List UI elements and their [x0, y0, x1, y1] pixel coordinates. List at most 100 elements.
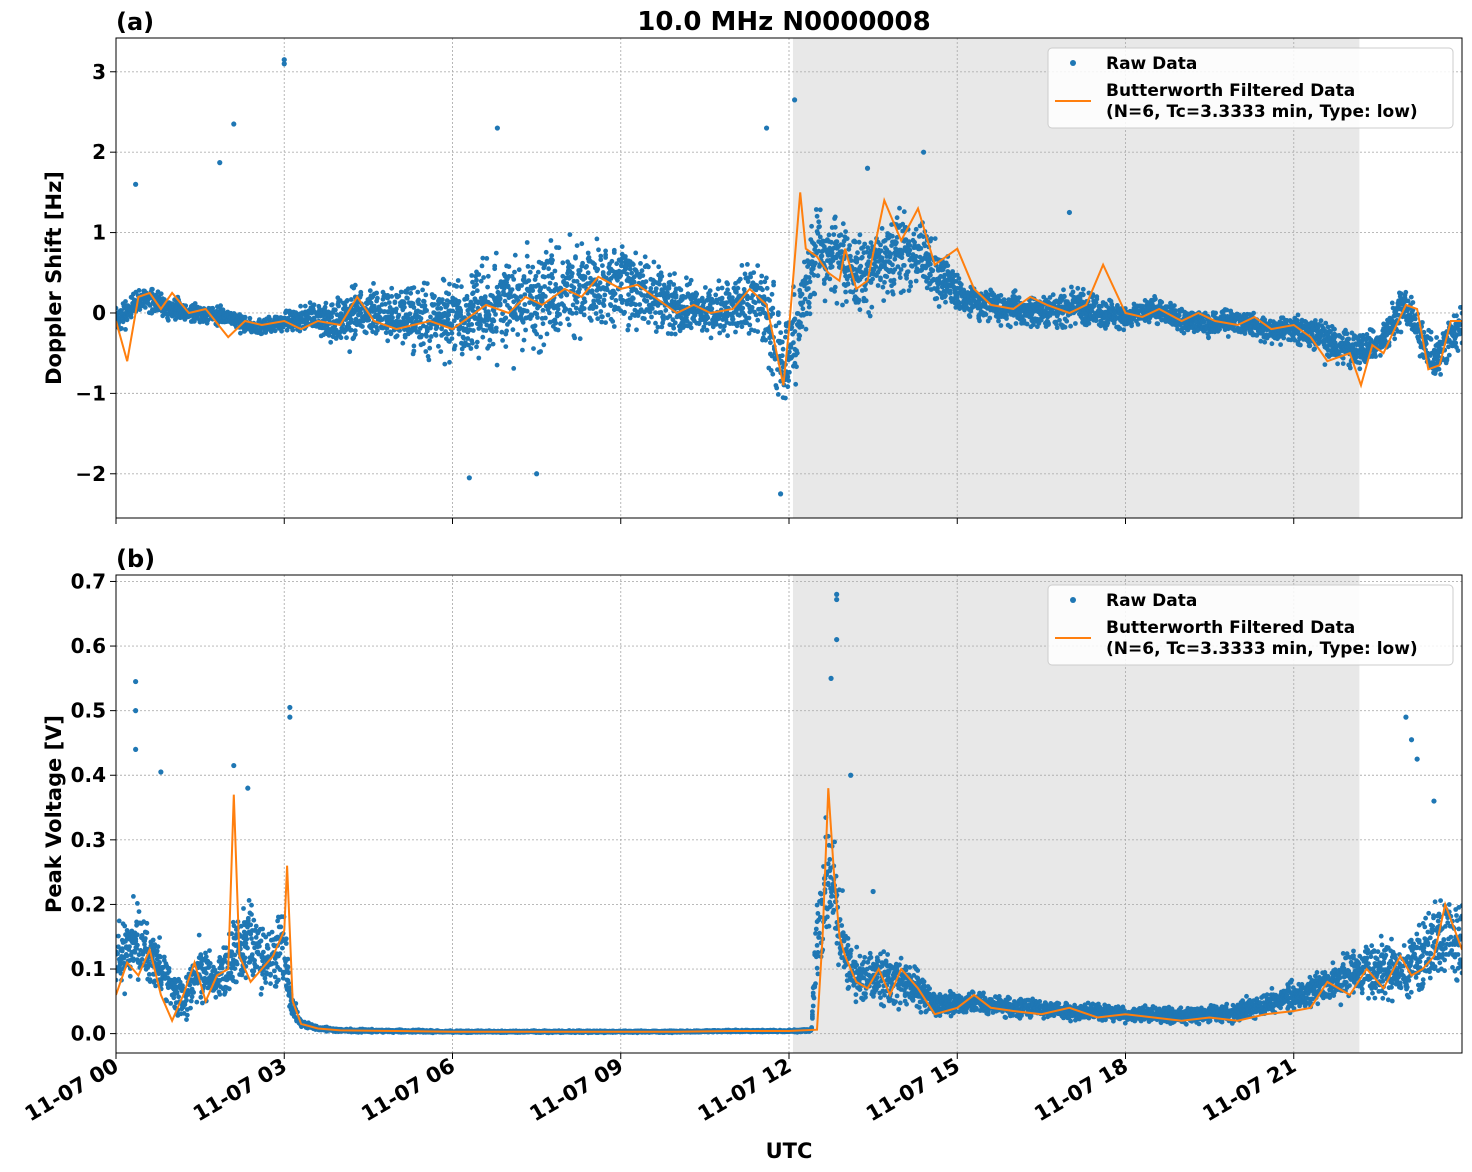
- raw-data-point: [699, 295, 705, 301]
- raw-data-point: [892, 267, 898, 272]
- raw-data-point: [703, 285, 708, 290]
- raw-data-point: [672, 331, 678, 337]
- raw-data-point: [456, 327, 462, 332]
- raw-data-point: [598, 253, 604, 259]
- raw-data-point: [581, 306, 587, 311]
- raw-data-point: [567, 232, 573, 238]
- raw-data-point: [474, 277, 479, 283]
- raw-data-point: [484, 256, 490, 261]
- raw-data-point: [478, 278, 484, 284]
- raw-data-point: [844, 299, 849, 304]
- raw-data-point: [368, 300, 374, 306]
- raw-data-point: [868, 240, 874, 246]
- raw-data-point: [793, 381, 799, 387]
- raw-data-point: [470, 290, 476, 296]
- raw-data-point: [746, 331, 752, 336]
- raw-data-point: [672, 271, 677, 276]
- raw-data-point: [492, 263, 498, 269]
- raw-data-point: [813, 207, 819, 212]
- raw-data-point: [124, 317, 130, 323]
- raw-data-point: [116, 305, 119, 311]
- raw-data-point: [899, 255, 905, 261]
- raw-data-point: [752, 300, 758, 306]
- raw-data-point: [577, 336, 583, 342]
- raw-data-point: [348, 327, 354, 333]
- raw-data-point: [444, 302, 450, 308]
- raw-data-point: [671, 325, 677, 331]
- raw-data-point: [707, 292, 712, 298]
- raw-data-point: [789, 325, 795, 330]
- raw-data-point: [815, 231, 821, 236]
- raw-data-point: [525, 264, 531, 269]
- raw-data-point: [1318, 318, 1324, 324]
- raw-data-point: [1111, 320, 1117, 326]
- raw-data-point: [512, 269, 517, 275]
- raw-data-point: [770, 311, 776, 317]
- raw-data-point: [593, 304, 599, 310]
- raw-data-point: [897, 271, 902, 276]
- raw-data-point: [1117, 326, 1123, 331]
- raw-data-point: [1373, 354, 1378, 359]
- raw-data-point: [1054, 325, 1060, 331]
- figure-title: 10.0 MHz N0000008: [637, 7, 930, 37]
- raw-data-point: [1094, 294, 1100, 300]
- raw-data-point: [619, 244, 625, 250]
- raw-data-point: [491, 308, 497, 314]
- raw-data-point: [646, 320, 651, 325]
- raw-data-point: [445, 317, 451, 322]
- raw-data-point: [558, 321, 563, 327]
- raw-data-point: [740, 305, 746, 311]
- raw-data-point: [704, 327, 710, 333]
- raw-data-point: [322, 304, 328, 310]
- raw-data-point: [1070, 289, 1076, 295]
- raw-data-point: [344, 298, 350, 303]
- raw-data-point: [449, 322, 455, 328]
- raw-data-point: [452, 343, 458, 349]
- raw-data-point: [619, 281, 624, 287]
- raw-data-point: [580, 260, 585, 266]
- panel-a-label: (a): [116, 8, 154, 36]
- raw-data-point: [1093, 318, 1099, 324]
- raw-data-point: [608, 303, 614, 309]
- raw-data-point: [574, 243, 580, 249]
- raw-data-point: [334, 312, 340, 318]
- raw-data-point: [259, 331, 265, 336]
- raw-data-point: [503, 315, 509, 321]
- raw-data-point: [522, 302, 528, 307]
- raw-data-point: [649, 314, 654, 320]
- raw-data-point: [755, 317, 761, 323]
- raw-data-point: [947, 288, 953, 294]
- raw-data-point: [454, 284, 460, 289]
- raw-data-point: [449, 336, 455, 341]
- raw-data-point: [998, 323, 1004, 328]
- raw-data-point: [416, 329, 421, 335]
- raw-data-point: [709, 306, 715, 312]
- raw-data-point: [424, 333, 429, 339]
- raw-data-point: [806, 275, 812, 280]
- raw-data-point: [502, 298, 508, 304]
- raw-data-point: [512, 252, 518, 258]
- raw-data-point: [897, 205, 902, 211]
- raw-data-point: [742, 271, 748, 277]
- raw-data-point: [719, 295, 725, 301]
- raw-data-point: [247, 315, 253, 321]
- raw-data-point: [423, 349, 429, 354]
- raw-data-point: [579, 241, 585, 247]
- raw-data-point: [954, 294, 960, 300]
- raw-data-point: [1242, 331, 1248, 336]
- raw-data-point: [605, 312, 611, 318]
- raw-data-point: [1392, 336, 1398, 342]
- raw-data-point: [386, 300, 392, 305]
- raw-data-point: [834, 239, 840, 245]
- raw-data-point: [653, 310, 658, 315]
- raw-data-point: [943, 293, 948, 298]
- raw-data-point: [557, 312, 562, 317]
- raw-data-point: [284, 327, 290, 333]
- raw-data-point: [878, 248, 884, 254]
- raw-data-point: [688, 321, 693, 327]
- raw-data-point: [1332, 326, 1337, 332]
- raw-data-point: [634, 327, 639, 333]
- raw-data-point: [1069, 284, 1074, 290]
- raw-data-point: [494, 362, 500, 368]
- raw-data-point: [539, 297, 545, 303]
